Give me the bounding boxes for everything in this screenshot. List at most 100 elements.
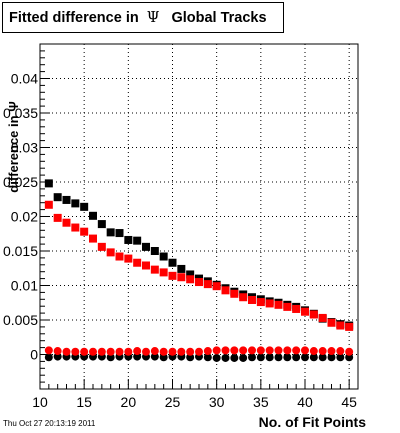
- data-point-circle-s4: [177, 347, 186, 356]
- data-point-circle-s4: [159, 347, 168, 356]
- data-point-circle-s4: [256, 346, 265, 355]
- y-tick-label: 0.005: [3, 312, 38, 328]
- data-point-circle-s3: [186, 353, 195, 362]
- x-axis-label: No. of Fit Points: [259, 414, 367, 430]
- data-point-circle-s4: [248, 346, 256, 355]
- data-point-circle-s4: [195, 347, 203, 356]
- chart-title: Fitted difference in Ψ Global Tracks: [2, 2, 284, 33]
- data-point-square-s2: [142, 261, 150, 270]
- grid: [39, 44, 358, 389]
- data-point-square-s2: [221, 286, 230, 295]
- data-point-circle-s4: [336, 347, 345, 356]
- data-point-square-s2: [186, 275, 195, 284]
- x-tick-label: 30: [209, 394, 225, 410]
- data-point-circle-s4: [89, 347, 97, 356]
- data-point-square-s1: [44, 179, 53, 188]
- data-point-circle-s3: [106, 353, 115, 362]
- data-point-square-s2: [124, 254, 133, 263]
- data-point-circle-s3: [265, 353, 274, 362]
- data-point-circle-s3: [336, 353, 345, 362]
- data-point-square-s1: [133, 236, 142, 245]
- data-point-circle-s4: [115, 347, 124, 356]
- data-point-circle-s3: [283, 353, 292, 362]
- data-marks: [44, 179, 354, 362]
- data-point-circle-s4: [274, 346, 283, 355]
- data-point-circle-s4: [212, 346, 221, 355]
- data-point-circle-s4: [133, 347, 142, 356]
- data-point-square-s2: [309, 310, 318, 319]
- data-point-square-s1: [159, 252, 168, 261]
- data-point-square-s2: [336, 321, 345, 330]
- data-point-circle-s3: [345, 353, 354, 362]
- x-tick-label: 35: [253, 394, 269, 410]
- data-point-square-s1: [89, 211, 97, 220]
- y-tick-label: 0.035: [3, 105, 38, 121]
- data-point-square-s1: [177, 264, 186, 273]
- data-point-square-s2: [283, 302, 292, 311]
- data-point-circle-s4: [239, 346, 248, 355]
- data-point-circle-s4: [62, 347, 71, 356]
- data-point-circle-s3: [309, 353, 318, 362]
- axis-ticks: 10 15 20 25 30 35 40 45 0 0.005 0.01 0.015 0.02 0.025…: [3, 50, 359, 410]
- x-tick-label: 15: [76, 394, 92, 410]
- title-text: Fitted difference in: [9, 9, 139, 26]
- data-point-square-s2: [62, 218, 71, 227]
- data-point-circle-s3: [239, 353, 248, 362]
- data-point-circle-s3: [159, 353, 168, 362]
- data-point-square-s1: [124, 235, 133, 244]
- data-point-circle-s4: [150, 347, 159, 356]
- data-point-square-s2: [71, 223, 80, 232]
- data-point-square-s2: [292, 304, 301, 313]
- data-point-circle-s3: [230, 353, 239, 362]
- data-point-square-s1: [168, 258, 177, 267]
- y-tick-label: 0.02: [11, 209, 38, 225]
- data-point-square-s1: [115, 229, 124, 238]
- data-point-square-s1: [142, 242, 150, 251]
- data-point-circle-s3: [212, 353, 221, 362]
- data-point-circle-s4: [318, 347, 327, 356]
- data-point-circle-s3: [318, 353, 327, 362]
- data-point-square-s2: [150, 265, 159, 274]
- data-point-square-s1: [97, 220, 106, 229]
- data-point-square-s2: [80, 227, 89, 236]
- timestamp: Thu Oct 27 20:13:19 2011: [3, 419, 96, 428]
- data-point-circle-s4: [80, 347, 89, 356]
- data-point-square-s2: [115, 252, 124, 261]
- data-point-square-s2: [195, 278, 203, 287]
- data-point-circle-s4: [124, 347, 133, 356]
- x-tick-label: 25: [165, 394, 181, 410]
- data-point-square-s1: [80, 202, 89, 211]
- data-point-circle-s3: [203, 353, 212, 362]
- title-suffix: Global Tracks: [171, 9, 267, 26]
- data-point-square-s2: [177, 273, 186, 282]
- data-point-square-s2: [230, 289, 239, 298]
- x-tick-label: 40: [297, 394, 313, 410]
- data-point-square-s2: [239, 293, 248, 302]
- data-point-circle-s4: [106, 347, 115, 356]
- data-point-circle-s4: [186, 347, 195, 356]
- data-point-circle-s4: [230, 346, 239, 355]
- x-tick-label: 10: [32, 394, 48, 410]
- data-point-square-s2: [265, 299, 274, 308]
- data-point-square-s2: [318, 313, 327, 322]
- data-point-circle-s4: [142, 347, 150, 356]
- data-point-square-s1: [150, 247, 159, 255]
- data-point-circle-s4: [221, 346, 230, 355]
- y-tick-label: 0.015: [3, 243, 38, 259]
- data-point-square-s2: [133, 258, 142, 267]
- y-tick-label: 0.025: [3, 174, 38, 190]
- data-point-circle-s3: [248, 353, 256, 362]
- data-point-circle-s4: [283, 346, 292, 355]
- data-point-square-s2: [89, 234, 97, 243]
- data-point-circle-s3: [292, 353, 301, 362]
- data-point-square-s2: [327, 318, 336, 327]
- data-point-square-s1: [53, 193, 62, 202]
- data-point-square-s2: [53, 213, 62, 222]
- data-point-square-s2: [345, 322, 354, 331]
- data-point-circle-s3: [327, 353, 336, 362]
- data-point-square-s1: [186, 270, 195, 279]
- x-tick-label: 45: [341, 394, 357, 410]
- data-point-circle-s4: [44, 346, 53, 355]
- data-point-square-s1: [106, 228, 115, 237]
